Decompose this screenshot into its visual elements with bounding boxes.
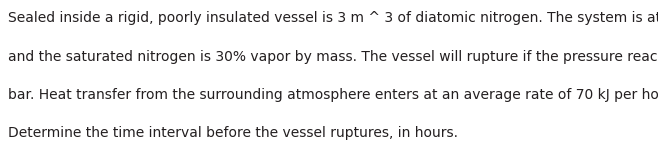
Text: bar. Heat transfer from the surrounding atmosphere enters at an average rate of : bar. Heat transfer from the surrounding … — [8, 88, 658, 102]
Text: and the saturated nitrogen is 30% vapor by mass. The vessel will rupture if the : and the saturated nitrogen is 30% vapor … — [8, 50, 658, 64]
Text: Determine the time interval before the vessel ruptures, in hours.: Determine the time interval before the v… — [8, 126, 458, 140]
Text: Sealed inside a rigid, poorly insulated vessel is 3 m ^ 3 of diatomic nitrogen. : Sealed inside a rigid, poorly insulated … — [8, 11, 658, 25]
